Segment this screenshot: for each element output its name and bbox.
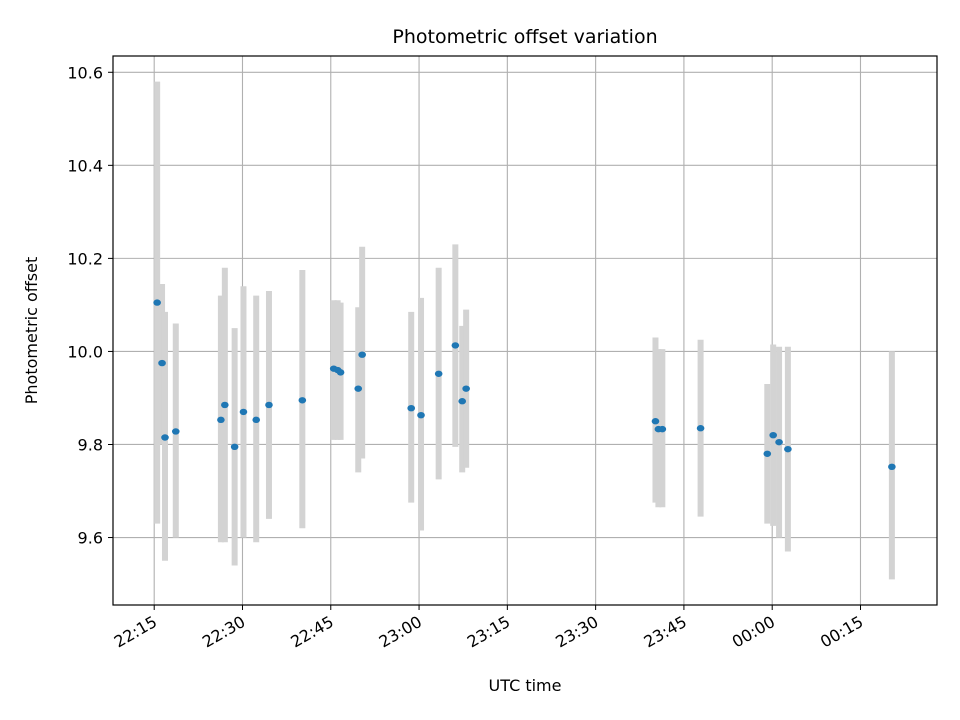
data-point bbox=[888, 463, 896, 471]
x-tick-label: 00:00 bbox=[729, 612, 778, 652]
y-tick-label: 9.8 bbox=[78, 435, 103, 454]
data-point bbox=[298, 397, 307, 404]
x-tick-label: 22:30 bbox=[199, 612, 248, 652]
x-tick-label: 00:15 bbox=[817, 612, 866, 652]
y-tick-label: 10.2 bbox=[67, 249, 103, 268]
y-tick-label: 10.6 bbox=[67, 63, 103, 82]
x-tick-label: 22:45 bbox=[287, 612, 336, 652]
data-point bbox=[265, 401, 273, 409]
data-point bbox=[458, 398, 467, 405]
data-point bbox=[158, 359, 166, 367]
data-point bbox=[462, 385, 470, 392]
y-tick-label: 9.6 bbox=[78, 529, 103, 548]
data-point bbox=[221, 401, 229, 409]
x-tick-label: 22:15 bbox=[111, 612, 160, 652]
data-point bbox=[358, 351, 366, 358]
data-point bbox=[230, 443, 239, 451]
data-points bbox=[153, 299, 896, 471]
y-axis-label: Photometric offset bbox=[22, 257, 41, 405]
data-point bbox=[252, 416, 261, 424]
data-point bbox=[769, 431, 777, 439]
data-point bbox=[434, 370, 443, 377]
data-point bbox=[239, 408, 248, 416]
data-point bbox=[417, 411, 425, 419]
x-axis-label: UTC time bbox=[489, 676, 562, 695]
plot-frame bbox=[112, 55, 938, 606]
data-point bbox=[775, 438, 783, 446]
data-point bbox=[336, 369, 345, 376]
chart-title: Photometric offset variation bbox=[392, 26, 657, 48]
data-point bbox=[784, 445, 792, 453]
x-tick-label: 23:15 bbox=[464, 612, 513, 652]
data-point bbox=[407, 404, 416, 412]
data-point bbox=[763, 450, 772, 457]
y-tick-label: 10.0 bbox=[67, 342, 103, 361]
x-tick-label: 23:45 bbox=[640, 612, 689, 652]
data-point bbox=[696, 425, 705, 432]
data-point bbox=[161, 434, 169, 441]
data-point bbox=[153, 299, 161, 306]
error-bars bbox=[154, 81, 895, 580]
data-point bbox=[171, 428, 180, 435]
data-point bbox=[451, 342, 460, 349]
grid-lines bbox=[113, 56, 937, 605]
y-tick-label: 10.4 bbox=[67, 156, 103, 175]
data-point bbox=[354, 385, 363, 392]
x-tick-label: 23:00 bbox=[376, 612, 425, 652]
x-tick-label: 23:30 bbox=[552, 612, 601, 652]
data-point bbox=[651, 418, 660, 425]
data-point bbox=[217, 416, 225, 424]
data-point bbox=[658, 425, 667, 433]
